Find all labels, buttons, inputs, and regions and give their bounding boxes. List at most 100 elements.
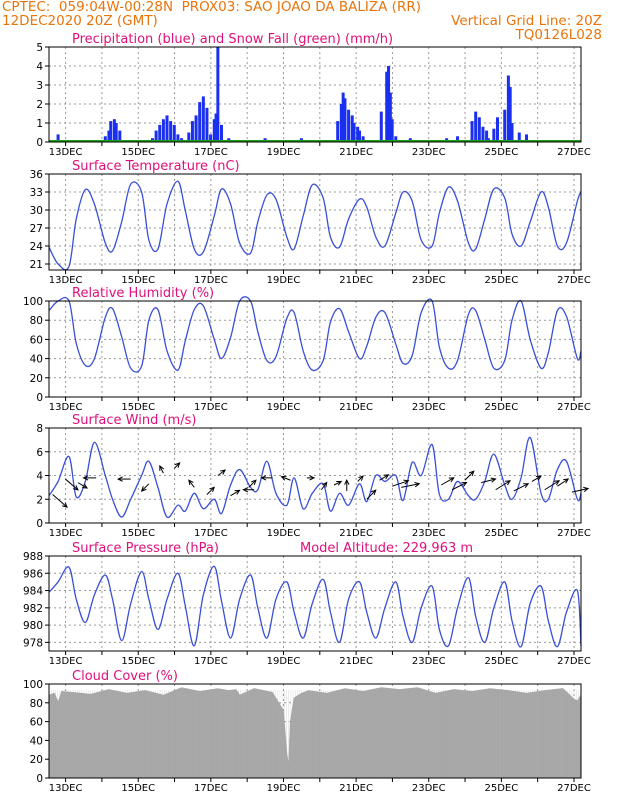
y-tick-label: 6 <box>36 447 43 459</box>
x-tick-label: 25DEC <box>485 147 519 158</box>
precip-bar <box>356 126 360 142</box>
x-tick-label: 21DEC <box>339 147 373 158</box>
wind-line <box>48 436 582 519</box>
wind-arrow-head <box>220 469 226 475</box>
precip-bar <box>474 111 478 142</box>
precip-bar <box>361 136 365 142</box>
x-tick-label: 13DEC <box>49 783 83 794</box>
precip-title: Precipitation (blue) and Snow Fall (gree… <box>72 32 393 47</box>
wind-arrow <box>401 483 420 488</box>
rh-panel: 0 20 40 60 80 100 13DEC 15DEC 17DEC 19DEC 21DEC 23D… <box>23 286 591 413</box>
wind-arrow <box>392 480 409 487</box>
panel-frame <box>48 683 582 779</box>
wind-arrow <box>571 488 589 493</box>
precip-bar <box>341 92 345 142</box>
panel-frame <box>48 46 582 143</box>
wind-arrow-head <box>414 482 421 488</box>
x-tick-label: 15DEC <box>121 275 155 286</box>
wind-arrow-head <box>336 480 343 486</box>
precip-bar <box>154 130 158 142</box>
wind-arrow-head <box>174 462 181 468</box>
precip-bar <box>187 132 191 142</box>
wind-arrow-head <box>242 487 249 493</box>
precip-bar <box>510 123 514 142</box>
x-tick-label: 13DEC <box>49 528 83 539</box>
press-title: Surface Pressure (hPa) <box>72 541 219 556</box>
wind-arrow-head <box>140 486 147 492</box>
wind-arrow <box>248 479 257 488</box>
wind-arrow-head <box>251 479 257 486</box>
x-tick-label: 15DEC <box>121 147 155 158</box>
x-tick-label: 17DEC <box>194 528 228 539</box>
x-tick-label: 17DEC <box>194 783 228 794</box>
y-tick-label: 80 <box>30 315 43 327</box>
wind-arrow <box>440 477 455 486</box>
wind-arrow-head <box>383 474 390 480</box>
x-tick-label: 17DEC <box>194 147 228 158</box>
wind-arrow <box>217 469 226 476</box>
y-tick-label: 20 <box>30 373 43 385</box>
y-tick-label: 21 <box>30 259 43 271</box>
wind-arrow-head <box>260 475 267 481</box>
x-tick-label: 27DEC <box>557 402 591 413</box>
wind-arrow-head <box>554 480 561 486</box>
wind-arrow <box>65 478 79 491</box>
x-tick-label: 13DEC <box>49 147 83 158</box>
x-tick-label: 23DEC <box>412 402 446 413</box>
precip-bar <box>107 130 111 142</box>
x-tick-label: 27DEC <box>557 147 591 158</box>
wind-title: Surface Wind (m/s) <box>72 413 196 428</box>
y-tick-label: 40 <box>30 354 43 366</box>
precip-bar <box>165 115 169 142</box>
header-grid-line: Vertical Grid Line: 20Z <box>451 13 602 29</box>
x-tick-label: 27DEC <box>557 275 591 286</box>
wind-arrow-head <box>370 489 377 496</box>
y-tick-label: 1 <box>36 118 43 130</box>
precip-bar <box>190 121 194 142</box>
precip-bar <box>216 47 220 142</box>
y-tick-label: 4 <box>36 61 43 73</box>
y-tick-label: 60 <box>30 717 43 729</box>
precip-bar <box>336 121 340 142</box>
x-tick-label: 17DEC <box>194 402 228 413</box>
wind-panel: 0 2 4 6 8 13DEC 15DEC 17DEC 19DEC 21DEC 23DEC 25DEC… <box>36 413 591 539</box>
header-model-id: TQ0126L028 <box>515 27 602 43</box>
wind-arrow <box>544 480 560 491</box>
x-tick-label: 19DEC <box>267 656 301 667</box>
wind-arrow-head <box>490 477 497 483</box>
wind-arrow-head <box>309 475 316 481</box>
wind-arrow <box>159 465 164 474</box>
x-tick-label: 21DEC <box>339 528 373 539</box>
press-subtitle: Model Altitude: 229.963 m <box>300 541 473 556</box>
x-tick-label: 27DEC <box>557 783 591 794</box>
precip-bar <box>388 92 392 142</box>
precip-bar <box>158 124 162 142</box>
y-tick-label: 60 <box>30 334 43 346</box>
y-tick-label: 2 <box>36 99 43 111</box>
wind-arrow <box>464 470 475 481</box>
temp-title: Surface Temperature (nC) <box>72 159 240 174</box>
wind-arrow-head <box>280 475 287 481</box>
precip-bar <box>492 128 496 142</box>
wind-arrow-head <box>72 485 79 491</box>
y-tick-label: 980 <box>23 620 43 632</box>
x-tick-label: 17DEC <box>194 656 228 667</box>
wind-arrow-head <box>62 502 68 508</box>
precip-bar <box>485 130 489 142</box>
temp-panel: 21 24 27 30 33 36 13DEC 15DEC 17DEC 19DEC 21DEC 23D… <box>30 159 591 286</box>
x-tick-label: 27DEC <box>557 656 591 667</box>
wind-arrow-head <box>188 479 194 486</box>
x-tick-label: 15DEC <box>121 656 155 667</box>
wind-arrow-head <box>523 483 530 489</box>
y-tick-label: 988 <box>23 551 43 563</box>
wind-arrow <box>333 480 342 486</box>
x-tick-label: 23DEC <box>412 656 446 667</box>
precip-bar <box>357 130 361 142</box>
rh-title: Relative Humidity (%) <box>72 286 214 301</box>
precip-bar <box>194 115 198 142</box>
wind-arrow <box>557 478 569 487</box>
precip-bar <box>508 86 512 142</box>
precip-bar <box>481 126 485 142</box>
panel-frame <box>48 173 582 271</box>
x-tick-label: 21DEC <box>339 656 373 667</box>
